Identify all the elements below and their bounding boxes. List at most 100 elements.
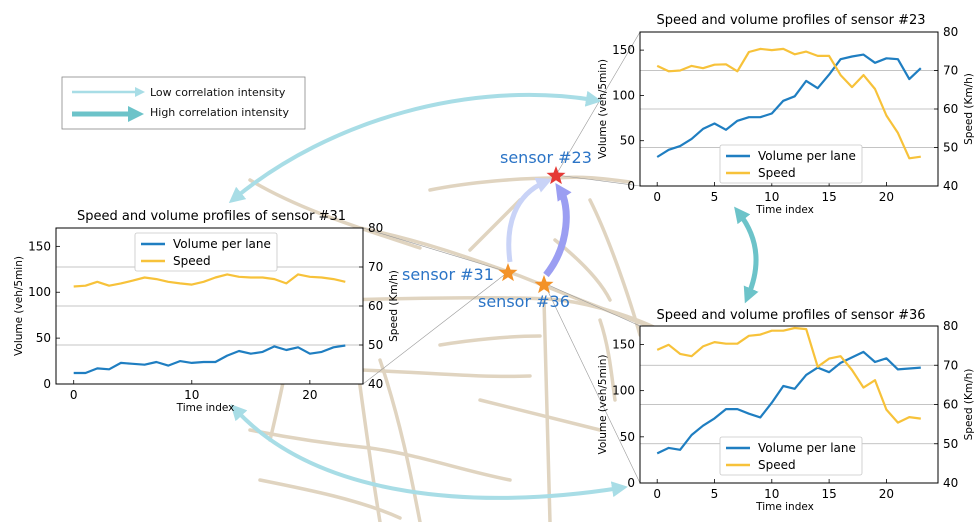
sensor-36-star-icon [534,275,554,294]
y-axis-label: Volume (veh/5min) [597,59,609,159]
road [542,298,552,522]
y-tick-label: 50 [620,430,635,444]
y2-tick-label: 50 [368,338,383,352]
y2-tick-label: 40 [943,476,958,490]
legend-box [719,144,863,184]
series-line-volume [656,350,921,455]
road [338,295,662,332]
y-tick-label: 0 [43,377,51,391]
road [368,446,512,482]
road [358,368,532,379]
y2-axis-label: Speed (Km/h) [388,270,400,342]
y2-tick-label: 50 [943,141,958,155]
series-line-speed [73,273,346,288]
sensor-markers: sensor #23 sensor #31 sensor #36 [402,148,592,311]
y2-tick-label: 60 [943,398,958,412]
sensor-31-label: sensor #31 [402,265,494,284]
x-axis-label: Time index [176,402,235,414]
x-tick-label: 20 [879,487,894,501]
road [468,198,522,252]
legend-entry: Volume per lane [758,149,856,163]
correlation-arrows [228,90,759,500]
road [478,398,602,432]
x-tick-label: 15 [821,487,836,501]
chart-title: Speed and volume profiles of sensor #36 [656,308,925,323]
chart-title: Speed and volume profiles of sensor #31 [77,209,346,224]
y-axis-label: Volume (veh/5min) [597,355,609,455]
y-tick-label: 150 [612,337,635,351]
y2-tick-label: 80 [943,25,958,39]
x-tick-label: 20 [879,190,894,204]
y-tick-label: 100 [612,384,635,398]
legend-entry: Volume per lane [758,441,856,455]
legend-frame [61,76,306,130]
y2-tick-label: 70 [368,260,383,274]
y2-tick-label: 60 [943,102,958,116]
y-tick-label: 50 [620,134,635,148]
correlation-legend: Low correlation intensity High correlati… [61,76,306,130]
x-tick-label: 20 [302,388,317,402]
sensor-23-label: sensor #23 [500,148,592,167]
y2-tick-label: 50 [943,437,958,451]
legend-entry: Speed [758,166,796,180]
y2-tick-label: 40 [368,377,383,391]
series-line-volume [656,53,922,158]
y2-tick-label: 40 [943,179,958,193]
low-correlation-arrow [228,90,602,204]
chart-title: Speed and volume profiles of sensor #23 [656,13,925,28]
legend-box [134,232,278,272]
x-tick-label: 10 [764,487,779,501]
y2-axis-label: Speed (Km/h) [963,73,975,145]
sensor36-to-23-arrow [543,183,572,278]
x-tick-label: 5 [711,190,719,204]
legend-entry: Speed [173,254,211,268]
y2-axis-label: Speed (Km/h) [963,369,975,441]
legend-high-label: High correlation intensity [150,106,289,119]
series-line-speed [656,326,921,424]
sensor31-to-23-arrow [506,177,553,263]
y-axis-label: Volume (veh/5min) [13,256,25,356]
y-tick-label: 150 [612,43,635,57]
legend-entry: Volume per lane [173,237,271,251]
series-line-volume [73,344,346,375]
sensor-23-star-icon [546,166,566,185]
series-legend: Volume per lane Speed [134,232,278,272]
x-tick-label: 0 [653,487,661,501]
road [438,334,542,347]
y2-tick-label: 60 [368,299,383,313]
x-tick-label: 5 [711,487,719,501]
chart-sensor-31: 0 10 20 0 50 100 150 40 50 60 70 80 Speed and volume… [13,209,400,414]
road [598,318,617,402]
y-tick-label: 50 [36,331,51,345]
y2-tick-label: 70 [943,64,958,78]
x-axis-label: Time index [755,501,814,513]
connector-line [362,227,509,273]
y-tick-label: 100 [28,285,51,299]
sensor-31-star-icon [498,263,518,282]
high-correlation-arrow [734,206,759,304]
x-tick-label: 10 [764,190,779,204]
chart-sensor-36: 0 5 10 15 20 0 50 100 150 40 50 60 70 80 Speed and vol… [597,308,975,513]
series-legend: Volume per lane Speed [719,436,863,476]
y2-tick-label: 80 [368,221,383,235]
x-tick-label: 10 [184,388,199,402]
y-tick-label: 100 [612,88,635,102]
connector-line [543,282,641,327]
y-tick-label: 0 [627,476,635,490]
series-line-speed [656,47,921,160]
road [378,358,422,522]
x-tick-label: 15 [821,190,836,204]
x-tick-label: 0 [653,190,661,204]
legend-entry: Speed [758,458,796,472]
y-tick-label: 0 [627,179,635,193]
x-axis-label: Time index [755,204,814,216]
legend-low-label: Low correlation intensity [150,86,286,99]
y2-tick-label: 70 [943,358,958,372]
x-tick-label: 0 [70,388,78,402]
sensor-36-label: sensor #36 [478,292,570,311]
connector-line [362,271,509,385]
y-tick-label: 150 [28,239,51,253]
series-legend: Volume per lane Speed [719,144,863,184]
low-correlation-arrow [230,404,628,500]
